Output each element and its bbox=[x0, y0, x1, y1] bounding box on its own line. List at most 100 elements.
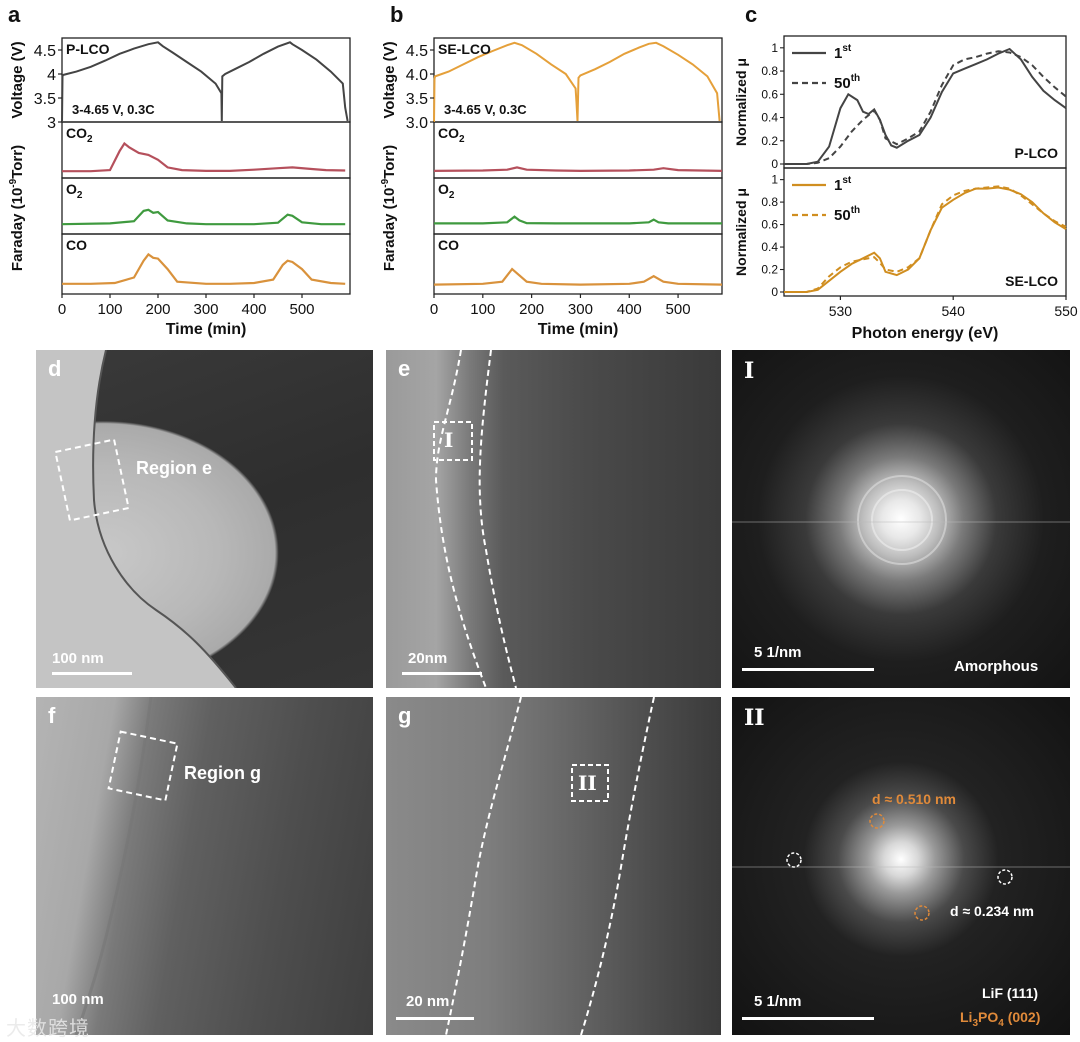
x-tick-label: 200 bbox=[519, 301, 544, 318]
panel-label-fft-II: II bbox=[744, 705, 765, 731]
series-label-co2: CO2 bbox=[66, 125, 93, 145]
li3po4-002-label: Li3PO4 (002) bbox=[960, 1009, 1041, 1029]
xas-subplot-frame bbox=[783, 167, 1067, 297]
panel-label-fft-I: I bbox=[744, 358, 755, 384]
d-spacing-0234: d ≈ 0.234 nm bbox=[950, 903, 1034, 919]
condition-label: 3-4.65 V, 0.3C bbox=[444, 102, 527, 117]
scale-label-e: 20nm bbox=[408, 650, 448, 667]
region-II-box-label: II bbox=[578, 771, 597, 795]
scale-label-g: 20 nm bbox=[406, 993, 450, 1010]
subplot-frame bbox=[61, 177, 351, 235]
scale-bar-d bbox=[52, 672, 132, 675]
subplot-frame bbox=[433, 177, 723, 235]
x-tick-label: 530 bbox=[829, 303, 853, 319]
xas-sample-label: SE-LCO bbox=[1005, 273, 1058, 289]
region-g-label: Region g bbox=[184, 763, 261, 783]
scale-label-fft-II: 5 1/nm bbox=[754, 993, 802, 1010]
scale-bar-g bbox=[396, 1017, 474, 1020]
y-tick-label: 4.5 bbox=[406, 43, 428, 60]
panel-label-c: c bbox=[745, 2, 758, 27]
x-tick-label: 400 bbox=[241, 301, 266, 318]
y-tick-label: 1 bbox=[771, 173, 778, 187]
y-tick-label: 0 bbox=[771, 285, 778, 299]
series-co2 bbox=[62, 141, 346, 173]
y-tick-label: 4 bbox=[47, 67, 56, 84]
voltage-axis-label: Voltage (V) bbox=[9, 41, 26, 118]
sample-label: SE-LCO bbox=[438, 41, 491, 57]
series-o2 bbox=[434, 215, 722, 225]
fft-image-II: II d ≈ 0.510 nm d ≈ 0.234 nm 5 1/nm LiF … bbox=[732, 697, 1070, 1035]
y-tick-label: 0.6 bbox=[761, 87, 778, 101]
x-tick-label: 540 bbox=[942, 303, 966, 319]
scale-bar-fft-II bbox=[742, 1017, 874, 1020]
region-I-box-label: I bbox=[444, 428, 454, 452]
xas-series-50th bbox=[784, 50, 1067, 165]
x-tick-label: 100 bbox=[97, 301, 122, 318]
panel-label-g: g bbox=[398, 703, 412, 728]
series-label-co: CO bbox=[66, 237, 87, 253]
tem-image-g: g II 20 nm bbox=[386, 697, 721, 1035]
x-tick-label: 300 bbox=[193, 301, 218, 318]
scale-label-d: 100 nm bbox=[52, 650, 104, 667]
series-label-o2: O2 bbox=[438, 181, 455, 201]
scale-label-fft-I: 5 1/nm bbox=[754, 644, 802, 661]
xas-y-axis-label: Normalized μ bbox=[733, 188, 749, 276]
y-tick-label: 3 bbox=[47, 115, 56, 132]
x-tick-label: 500 bbox=[666, 301, 691, 318]
series-o2 bbox=[61, 208, 346, 226]
y-tick-label: 3.0 bbox=[406, 115, 428, 132]
y-tick-label: 0.2 bbox=[761, 263, 778, 277]
x-tick-label: 400 bbox=[617, 301, 642, 318]
sample-label: P-LCO bbox=[66, 41, 110, 57]
panel-label-e: e bbox=[398, 356, 411, 381]
y-tick-label: 0.2 bbox=[761, 134, 778, 148]
panel-label-f: f bbox=[48, 703, 56, 728]
scale-bar-e bbox=[402, 672, 482, 675]
xas-y-axis-label: Normalized μ bbox=[733, 58, 749, 146]
series-label-co2: CO2 bbox=[438, 125, 465, 145]
x-tick-label: 200 bbox=[145, 301, 170, 318]
voltage-axis-label: Voltage (V) bbox=[381, 41, 398, 118]
voltage-curve bbox=[433, 41, 721, 123]
y-tick-label: 0.4 bbox=[761, 111, 778, 125]
y-tick-label: 0 bbox=[771, 157, 778, 171]
x-tick-label: 100 bbox=[470, 301, 495, 318]
gas-axis-label: Faraday (10-9Torr) bbox=[8, 145, 26, 271]
scale-label-f: 100 nm bbox=[52, 991, 104, 1008]
xas-sample-label: P-LCO bbox=[1014, 145, 1058, 161]
x-axis-label: Time (min) bbox=[538, 321, 619, 338]
panel-label-a: a bbox=[8, 2, 21, 27]
panel-label-d: d bbox=[48, 356, 62, 381]
series-co bbox=[62, 252, 346, 285]
y-tick-label: 4.5 bbox=[34, 43, 56, 60]
fft-image-I: I 5 1/nm Amorphous bbox=[732, 350, 1070, 688]
watermark: 大数跨境 bbox=[6, 1016, 90, 1040]
x-tick-label: 0 bbox=[58, 301, 66, 318]
series-co2 bbox=[433, 166, 723, 173]
tem-image-e: e I 20nm bbox=[386, 350, 721, 688]
legend-label: 1st bbox=[834, 175, 852, 194]
y-tick-label: 3.5 bbox=[406, 91, 428, 108]
x-tick-label: 550 bbox=[1054, 303, 1078, 319]
xas-series-50th bbox=[784, 185, 1067, 293]
region-e-label: Region e bbox=[136, 458, 213, 478]
amorphous-annotation: Amorphous bbox=[954, 658, 1039, 675]
voltage-curve bbox=[61, 41, 349, 123]
condition-label: 3-4.65 V, 0.3C bbox=[72, 102, 155, 117]
y-tick-label: 1 bbox=[771, 41, 778, 55]
y-tick-label: 0.8 bbox=[761, 64, 778, 78]
d-spacing-0510: d ≈ 0.510 nm bbox=[872, 791, 956, 807]
tem-image-f: f Region g 100 nm bbox=[36, 697, 373, 1035]
x-tick-label: 500 bbox=[289, 301, 314, 318]
y-tick-label: 4.0 bbox=[406, 67, 428, 84]
x-axis-label: Photon energy (eV) bbox=[852, 325, 999, 342]
legend-label: 50th bbox=[834, 205, 860, 224]
y-tick-label: 0.8 bbox=[761, 195, 778, 209]
y-tick-label: 3.5 bbox=[34, 91, 56, 108]
chart-b: 4.5 4.0 3.5 3.0 Voltage (V) SE-LCO 3-4.65 V, 0… bbox=[380, 37, 723, 338]
y-tick-label: 0.4 bbox=[761, 240, 778, 254]
subplot-frame bbox=[433, 233, 723, 295]
panel-label-b: b bbox=[390, 2, 404, 27]
series-label-co: CO bbox=[438, 237, 459, 253]
scale-bar-fft-I bbox=[742, 668, 874, 671]
